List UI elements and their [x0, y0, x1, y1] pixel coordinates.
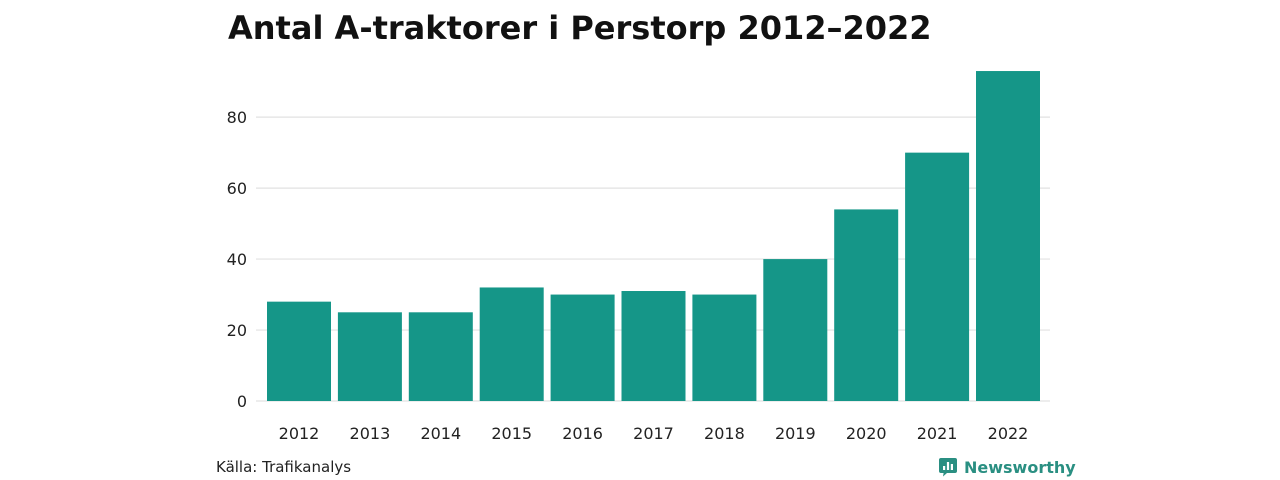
- brand-name: Newsworthy: [964, 457, 1076, 477]
- bar-2018: [692, 294, 757, 401]
- chart-title: Antal A-traktorer i Perstorp 2012–2022: [228, 9, 932, 47]
- bar-2020: [834, 209, 899, 401]
- bar-2019: [763, 259, 828, 401]
- x-tick-label-2013: 2013: [350, 424, 391, 443]
- bar-2022: [976, 71, 1040, 401]
- x-tick-label-2014: 2014: [420, 424, 461, 443]
- bar-2017: [621, 291, 686, 401]
- bar-2016: [550, 294, 615, 401]
- x-axis-ticks: 2012 2013 2014 2015 2016 2017 2018 2019 2020 2021…: [279, 424, 1029, 443]
- x-tick-label-2019: 2019: [775, 424, 816, 443]
- y-tick-label: 80: [227, 108, 247, 127]
- y-tick-label: 0: [237, 392, 247, 411]
- x-tick-label-2015: 2015: [491, 424, 532, 443]
- source-note: Källa: Trafikanalys: [216, 458, 352, 476]
- bar-series: [267, 71, 1040, 401]
- x-tick-label-2020: 2020: [846, 424, 887, 443]
- x-tick-label-2021: 2021: [917, 424, 958, 443]
- bar-2014: [408, 312, 473, 401]
- brand-logo: Newsworthy: [938, 456, 1076, 478]
- bar-2015: [479, 287, 544, 401]
- y-axis-ticks: 0 20 40 60 80: [227, 108, 247, 411]
- y-tick-label: 40: [227, 250, 247, 269]
- y-tick-label: 20: [227, 321, 247, 340]
- bar-2021: [905, 152, 970, 401]
- x-tick-label-2017: 2017: [633, 424, 674, 443]
- y-tick-label: 60: [227, 179, 247, 198]
- x-tick-label-2012: 2012: [279, 424, 320, 443]
- chart-speech-bubble-icon: [939, 458, 957, 477]
- x-tick-label-2018: 2018: [704, 424, 745, 443]
- bar-2012: [267, 301, 331, 401]
- x-tick-label-2016: 2016: [562, 424, 603, 443]
- bar-2013: [337, 312, 402, 401]
- x-tick-label-2022: 2022: [988, 424, 1029, 443]
